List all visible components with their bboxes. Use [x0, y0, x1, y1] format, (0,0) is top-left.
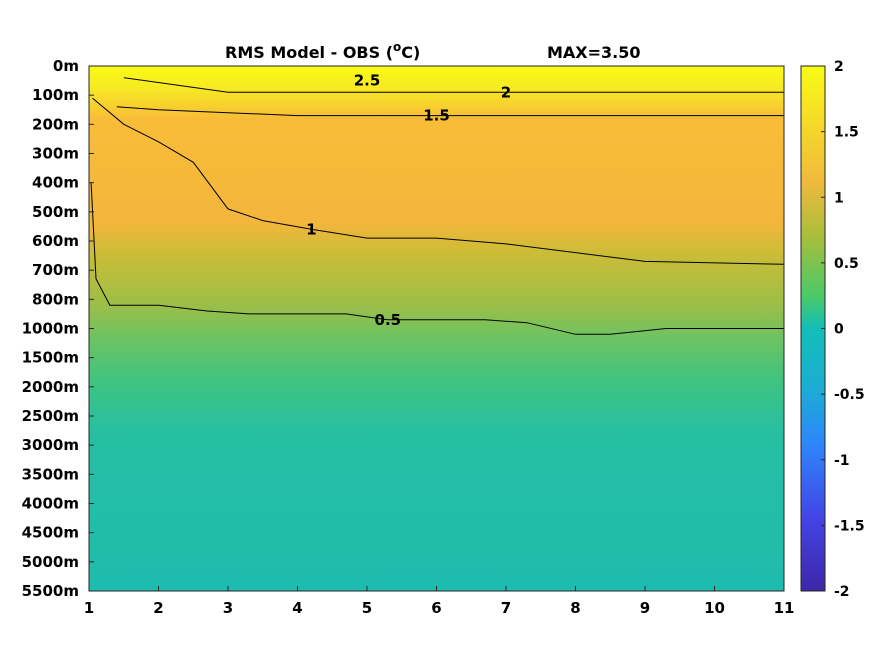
y-tick-label: 1500m	[22, 349, 79, 367]
x-tick-label: 5	[362, 599, 372, 617]
title-superscript: o	[393, 40, 401, 54]
y-tick-label: 800m	[32, 290, 79, 308]
y-tick-label: 4000m	[22, 495, 79, 513]
x-tick-label: 11	[774, 599, 795, 617]
x-axis-ticks: 1 2 3 4 5 6 7 8 9 10 11	[84, 586, 795, 617]
colorbar-tick-label: 1	[834, 190, 844, 206]
x-tick-label: 8	[570, 599, 580, 617]
y-tick-label: 600m	[32, 232, 79, 250]
x-tick-label: 4	[292, 599, 302, 617]
contour-label: 2	[501, 83, 511, 101]
colorbar-tick-label: 1.5	[834, 125, 859, 141]
colorbar-tick-label: -1	[834, 453, 850, 469]
y-tick-label: 500m	[32, 203, 79, 221]
title-suffix: C)	[401, 43, 420, 62]
x-tick-label: 10	[704, 599, 725, 617]
y-tick-label: 2000m	[22, 378, 79, 396]
y-tick-label: 3000m	[22, 436, 79, 454]
y-axis-ticks: 0m 100m 200m 300m 400m 500m 600m 700m 800m 1000m 1…	[22, 57, 94, 600]
x-tick-label: 3	[223, 599, 233, 617]
y-tick-label: 700m	[32, 261, 79, 279]
y-tick-label: 400m	[32, 174, 79, 192]
y-tick-label: 1000m	[22, 320, 79, 338]
colorbar-ticks: 2 1.5 1 0.5 0 -0.5 -1 -1.5 -2	[821, 59, 865, 600]
y-tick-label: 0m	[53, 57, 79, 75]
y-tick-label: 100m	[32, 86, 79, 104]
y-tick-label: 2500m	[22, 407, 79, 425]
contour-label: 0.5	[375, 311, 402, 329]
chart-title: RMS Model - OBS (oC)	[225, 40, 420, 62]
x-tick-label: 1	[84, 599, 94, 617]
colorbar-tick-label: -0.5	[834, 387, 865, 403]
contour-lines: 0.5 1 1.5 2 2.5	[90, 72, 785, 335]
colorbar-tick-label: -2	[834, 584, 850, 600]
x-tick-label: 9	[640, 599, 650, 617]
colorbar-tick-label: 2	[834, 59, 844, 75]
y-tick-label: 5500m	[22, 582, 79, 600]
x-tick-label: 6	[431, 599, 441, 617]
colorbar-tick-label: -1.5	[834, 518, 865, 534]
y-tick-label: 4500m	[22, 524, 79, 542]
y-tick-label: 200m	[32, 115, 79, 133]
contour-line	[90, 182, 784, 335]
y-tick-label: 3500m	[22, 465, 79, 483]
y-tick-label: 300m	[32, 145, 79, 163]
contour-label: 1.5	[423, 107, 450, 125]
y-tick-label: 5000m	[22, 553, 79, 571]
colorbar-tick-label: 0.5	[834, 256, 859, 272]
x-tick-label: 2	[153, 599, 163, 617]
contour-line	[116, 106, 784, 117]
colorbar: 2 1.5 1 0.5 0 -0.5 -1 -1.5 -2	[800, 59, 865, 600]
contour-label: 1	[306, 220, 316, 238]
x-tick-label: 7	[501, 599, 511, 617]
title-prefix: RMS Model - OBS (	[225, 43, 393, 62]
contour-line	[123, 77, 784, 93]
colorbar-tick-label: 0	[834, 322, 844, 338]
contour-label: 2.5	[354, 72, 381, 90]
max-label: MAX=3.50	[547, 43, 641, 62]
plot-area: 0.5 1 1.5 2 2.5	[88, 65, 785, 592]
contour-line	[92, 97, 785, 265]
